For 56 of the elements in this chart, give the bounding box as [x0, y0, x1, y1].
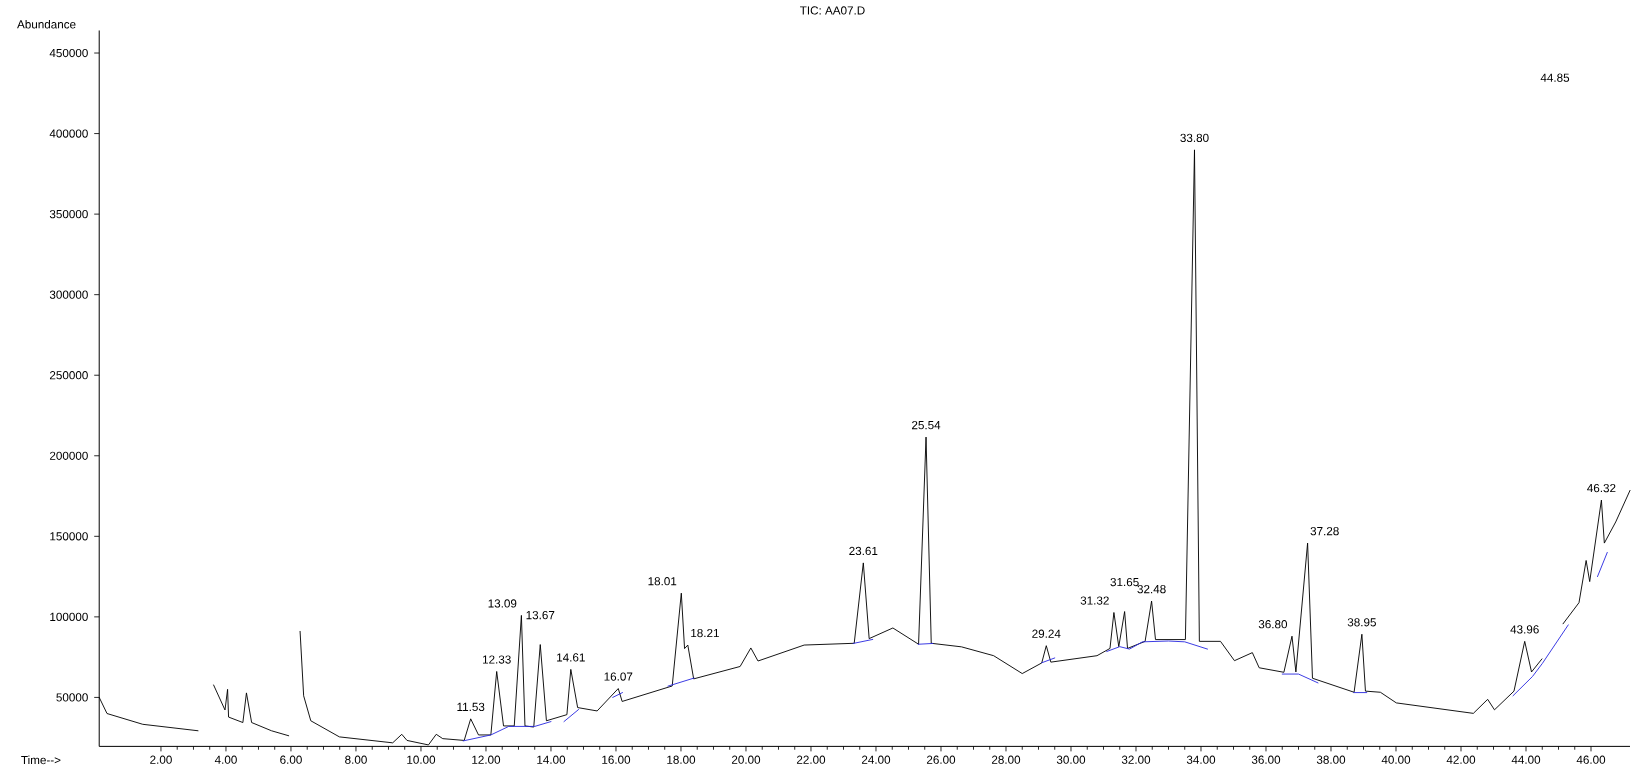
annotation: 23.61 — [849, 546, 878, 556]
annotation: 32.48 — [1137, 585, 1166, 594]
annotation: 13.67 — [526, 611, 555, 620]
x-tick-label: 40.00 — [1381, 755, 1411, 764]
x-tick-label: 30.00 — [1056, 755, 1086, 764]
y-tick-label: 100000 — [50, 612, 88, 621]
x-tick-label: 6.00 — [280, 755, 302, 764]
y-tick-label: 350000 — [49, 210, 88, 219]
x-axis-title: Time--> — [21, 755, 61, 765]
annotation: 38.95 — [1347, 618, 1376, 627]
annotation: 31.32 — [1080, 596, 1109, 605]
annotation: 13.09 — [488, 599, 517, 608]
x-tick-label: 46.00 — [1576, 755, 1606, 764]
x-tick-label: 8.00 — [345, 755, 367, 764]
annotation: 12.33 — [482, 655, 511, 664]
annotation: 25.54 — [912, 421, 941, 430]
x-tick-label: 12.00 — [472, 755, 501, 764]
x-tick-label: 22.00 — [796, 755, 826, 764]
y-tick-label: 200000 — [49, 451, 88, 460]
x-tick-label: 18.00 — [667, 755, 696, 764]
annotation: 31.65 — [1110, 577, 1139, 587]
x-tick-label: 44.00 — [1511, 755, 1541, 764]
x-tick-label: 36.00 — [1251, 755, 1281, 764]
y-tick-label: 150000 — [50, 532, 88, 541]
annotation: 16.07 — [604, 672, 633, 681]
annotation: 33.80 — [1180, 133, 1209, 143]
x-tick-label: 10.00 — [407, 755, 436, 764]
x-tick-label: 28.00 — [991, 755, 1021, 764]
x-tick-label: 32.00 — [1121, 755, 1151, 764]
annotation: 37.28 — [1310, 527, 1339, 536]
y-tick-label: 50000 — [56, 693, 88, 702]
y-axis-title: Abundance — [17, 19, 76, 29]
x-tick-label: 34.00 — [1186, 755, 1216, 764]
x-tick-label: 38.00 — [1316, 755, 1346, 764]
chart-title: TIC: AA07.D — [799, 6, 865, 15]
annotation: 29.24 — [1032, 629, 1061, 638]
annotation: 18.21 — [691, 628, 719, 638]
y-tick-label: 400000 — [49, 129, 88, 138]
y-tick-label: 450000 — [49, 48, 88, 58]
x-tick-label: 16.00 — [602, 755, 631, 764]
annotation: 18.01 — [648, 577, 677, 586]
x-tick-label: 2.00 — [150, 755, 172, 764]
x-tick-label: 42.00 — [1446, 755, 1476, 764]
y-tick-label: 250000 — [49, 371, 88, 380]
x-tick-label: 26.00 — [926, 755, 956, 764]
annotation: 43.96 — [1510, 625, 1539, 634]
y-tick-label: 300000 — [49, 290, 88, 299]
x-tick-label: 24.00 — [861, 755, 891, 764]
annotation: 44.85 — [1540, 73, 1570, 82]
x-tick-label: 4.00 — [214, 755, 237, 764]
annotation: 46.32 — [1587, 483, 1616, 493]
annotation: 36.80 — [1258, 620, 1288, 629]
annotation: 11.53 — [457, 702, 485, 711]
annotation: 14.61 — [557, 653, 585, 662]
x-tick-label: 14.00 — [537, 755, 566, 764]
x-tick-label: 20.00 — [731, 755, 761, 764]
